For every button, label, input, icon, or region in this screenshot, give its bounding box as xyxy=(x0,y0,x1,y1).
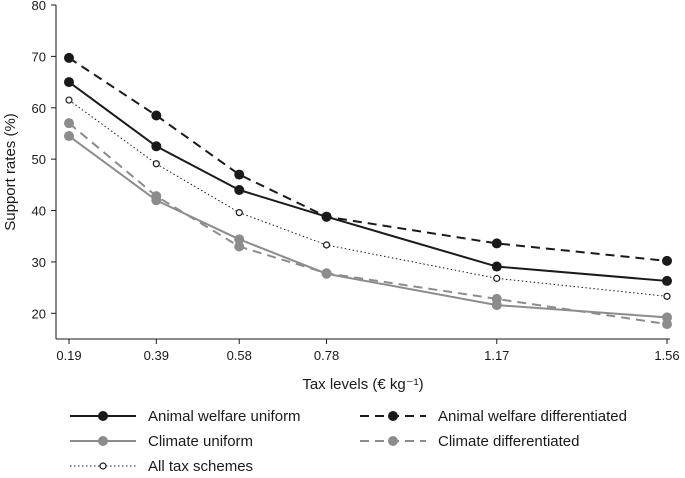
data-point xyxy=(662,255,672,266)
axes xyxy=(55,5,670,340)
series-climate-uniform xyxy=(64,131,672,323)
y-tick-label: 80 xyxy=(32,0,46,13)
x-tick-label: 0.78 xyxy=(314,348,339,363)
y-tick-label: 50 xyxy=(32,152,46,167)
data-point xyxy=(65,96,73,104)
legend: Animal welfare uniform Animal welfare dif… xyxy=(70,408,627,475)
legend-label: All tax schemes xyxy=(148,458,253,475)
y-ticks: 20 30 40 50 60 70 80 xyxy=(32,0,56,321)
series-all-tax-schemes xyxy=(65,96,671,300)
legend-label: Climate uniform xyxy=(148,433,253,450)
data-point xyxy=(64,131,74,142)
y-tick-label: 60 xyxy=(32,101,46,116)
data-point xyxy=(152,160,160,168)
y-tick-label: 40 xyxy=(32,204,46,219)
data-point xyxy=(151,110,162,121)
legend-label: Animal welfare uniform xyxy=(148,408,301,425)
data-point xyxy=(321,268,332,279)
data-point xyxy=(662,275,672,286)
x-tick-label: 1.56 xyxy=(654,348,679,363)
series-animal-welfare-uniform xyxy=(64,77,672,286)
data-point xyxy=(491,300,502,311)
legend-item-animal-welfare-differentiated: Animal welfare differentiated xyxy=(360,408,627,425)
legend-marker xyxy=(98,411,108,421)
x-tick-label: 0.19 xyxy=(56,348,81,363)
data-point xyxy=(322,241,331,249)
data-point xyxy=(491,261,502,272)
x-tick-label: 0.39 xyxy=(144,348,169,363)
data-point xyxy=(234,241,245,252)
data-point xyxy=(234,234,245,245)
legend-item-all-tax-schemes: All tax schemes xyxy=(70,458,253,475)
legend-item-climate-differentiated: Climate differentiated xyxy=(360,433,579,450)
x-axis-title: Tax levels (€ kg⁻¹) xyxy=(302,376,423,393)
x-tick-label: 0.58 xyxy=(227,348,252,363)
data-point xyxy=(321,211,332,222)
x-tick-label: 1.17 xyxy=(484,348,509,363)
series-line xyxy=(68,122,668,326)
data-point xyxy=(491,238,502,249)
x-ticks: 0.19 0.39 0.58 0.78 1.17 1.56 xyxy=(56,339,680,363)
legend-item-climate-uniform: Climate uniform xyxy=(70,433,253,450)
data-point xyxy=(235,208,243,217)
data-point xyxy=(663,292,671,300)
data-point xyxy=(234,184,245,195)
y-tick-label: 70 xyxy=(32,49,46,64)
legend-marker xyxy=(388,436,398,446)
legend-marker xyxy=(99,462,107,470)
data-point xyxy=(64,118,74,129)
data-point xyxy=(234,169,245,180)
legend-marker xyxy=(388,411,398,421)
legend-label: Climate differentiated xyxy=(438,433,579,450)
data-point xyxy=(64,77,74,88)
legend-marker xyxy=(98,436,108,446)
series-line xyxy=(68,57,668,262)
y-axis-title: Support rates (%) xyxy=(2,113,19,231)
data-point xyxy=(64,52,74,63)
data-point xyxy=(662,312,672,323)
legend-item-animal-welfare-uniform: Animal welfare uniform xyxy=(70,408,301,425)
series-line xyxy=(68,81,668,282)
y-tick-label: 30 xyxy=(32,255,46,270)
y-tick-label: 20 xyxy=(32,306,46,321)
series-animal-welfare-differentiated xyxy=(64,52,672,266)
data-point xyxy=(493,274,501,282)
data-point xyxy=(151,141,162,152)
legend-label: Animal welfare differentiated xyxy=(438,408,627,425)
series-line xyxy=(68,135,668,319)
data-point xyxy=(151,195,162,206)
series-layer xyxy=(64,52,672,330)
